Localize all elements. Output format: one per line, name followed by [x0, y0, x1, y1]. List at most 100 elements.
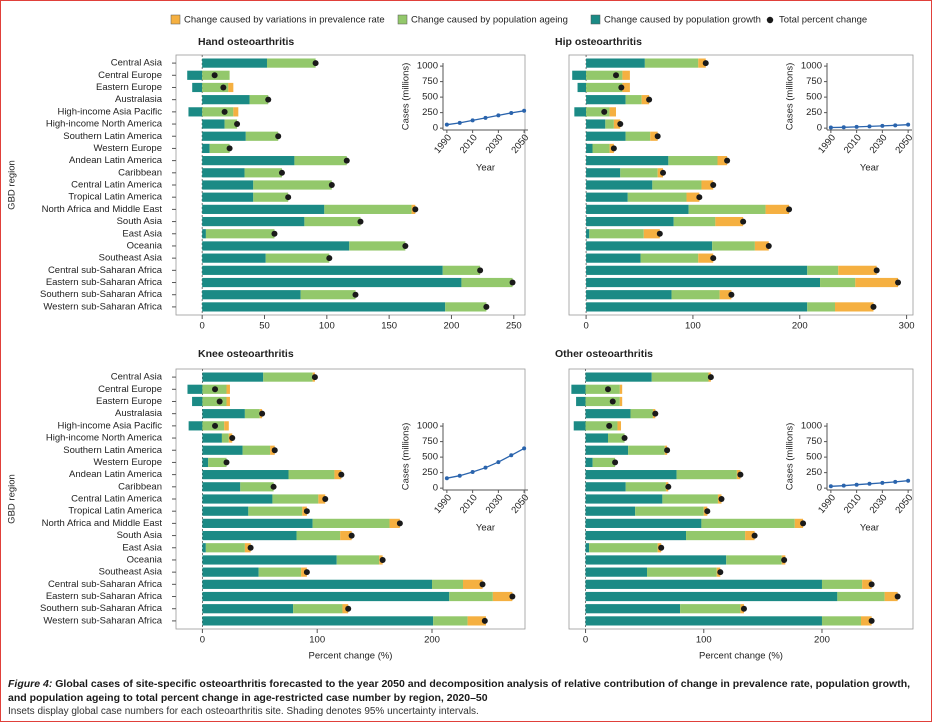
y-tick-label: South Asia: [117, 530, 163, 541]
bar-segment: [586, 156, 669, 166]
x-tick-label: 0: [200, 321, 205, 332]
bar-segment: [253, 180, 332, 190]
bar-segment: [651, 372, 709, 382]
series-point: [509, 110, 514, 115]
bar-segment: [641, 95, 650, 105]
bar-segment: [202, 433, 222, 443]
x-tick-label: 1990: [816, 492, 838, 515]
x-tick-label: 2010: [458, 132, 480, 155]
total-dot: [737, 471, 744, 478]
bar-segment: [585, 591, 838, 602]
x-tick-label: 1990: [816, 132, 838, 155]
caption-label: Figure 4:: [8, 678, 53, 690]
y-tick-label: South Asia: [117, 216, 163, 227]
caption: Figure 4: Global cases of site-specific …: [8, 677, 923, 719]
bar-segment: [585, 494, 663, 504]
plot-frame: [568, 368, 914, 630]
y-axis-label: GBD region: [7, 474, 18, 524]
x-tick-label: 2050: [893, 132, 915, 155]
y-tick-label: 750: [422, 436, 438, 447]
figure: Change caused by variations in prevalenc…: [7, 14, 916, 662]
y-tick-label: Caribbean: [118, 481, 162, 492]
legend-label: Total percent change: [779, 15, 867, 26]
total-dot: [312, 60, 319, 67]
bar-segment: [226, 396, 230, 407]
total-dot: [211, 72, 218, 79]
bar-segment: [585, 409, 631, 419]
total-dot: [728, 291, 735, 298]
total-dot: [223, 459, 230, 466]
y-axis-label: Cases (millions): [785, 423, 796, 491]
bar-segment: [662, 494, 718, 504]
series-point: [483, 115, 488, 120]
bar-segment: [585, 396, 620, 407]
series-point: [828, 125, 833, 130]
x-tick-label: 2010: [458, 492, 480, 515]
x-axis-label: Percent change (%): [309, 651, 393, 662]
y-tick-label: Central Europe: [98, 384, 162, 395]
y-tick-label: 750: [422, 76, 438, 87]
bar-segment: [592, 457, 616, 468]
bar-segment: [249, 95, 269, 105]
bar-segment: [794, 518, 804, 528]
bar-segment: [625, 95, 642, 105]
caption-title: Figure 4: Global cases of site-specific …: [8, 677, 923, 705]
bar-segment: [698, 253, 714, 263]
bar-segment: [576, 396, 586, 407]
bar-segment: [640, 253, 699, 263]
total-dot: [873, 267, 880, 274]
total-dot: [646, 96, 653, 103]
bar-segment: [202, 482, 241, 492]
bar-segment: [318, 494, 326, 504]
y-tick-label: North Africa and Middle East: [42, 518, 163, 529]
bar-segment: [272, 494, 319, 504]
bar-segment: [628, 445, 665, 455]
series-point: [522, 108, 527, 113]
y-tick-label: Southeast Asia: [99, 567, 163, 578]
bar-segment: [258, 567, 302, 577]
x-axis-label: Year: [476, 523, 495, 534]
bar-segment: [586, 168, 621, 178]
series-point: [496, 460, 501, 465]
x-axis-label: Year: [476, 163, 495, 174]
total-dot: [606, 422, 613, 429]
legend-swatch: [397, 14, 408, 25]
total-dot: [868, 617, 875, 624]
bar-segment: [701, 518, 795, 528]
bar-segment: [821, 579, 863, 589]
y-tick-label: Central sub-Saharan Africa: [48, 265, 163, 276]
bar-segment: [205, 543, 245, 553]
total-dot: [247, 544, 254, 551]
bar-segment: [586, 119, 606, 129]
bar-segment: [686, 192, 700, 202]
total-dot: [271, 230, 278, 237]
x-tick-label: 0: [200, 635, 205, 646]
bar-segment: [336, 555, 380, 565]
bar-segment: [467, 616, 486, 626]
y-axis-label: Cases (millions): [785, 63, 796, 131]
x-tick-label: 200: [444, 321, 460, 332]
bar-segment: [620, 168, 658, 178]
y-tick-label: Central Asia: [111, 372, 163, 383]
bar-segment: [202, 107, 234, 117]
x-tick-label: 2010: [842, 132, 864, 155]
bar-segment: [619, 396, 623, 407]
y-tick-label: Andean Latin America: [69, 469, 163, 480]
total-dot: [751, 532, 758, 539]
series-point: [906, 122, 911, 127]
y-tick-label: North Africa and Middle East: [42, 204, 163, 215]
total-dot: [665, 483, 672, 490]
bar-segment: [224, 421, 229, 431]
series-point: [841, 483, 846, 488]
bar-segment: [188, 107, 203, 117]
total-dot: [234, 121, 241, 128]
x-tick-label: 0: [583, 321, 588, 332]
series-point: [867, 124, 872, 129]
x-axis-label: Year: [860, 163, 879, 174]
bar-segment: [202, 518, 313, 528]
bar-segment: [208, 457, 227, 468]
bar-segment: [585, 616, 822, 626]
bar-segment: [202, 409, 245, 419]
bar-segment: [585, 604, 681, 614]
bar-segment: [248, 506, 303, 516]
